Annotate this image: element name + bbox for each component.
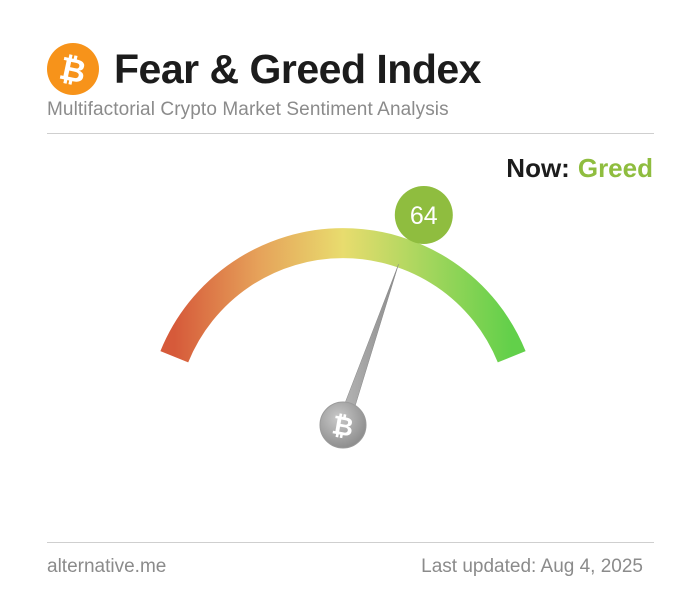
divider	[47, 133, 654, 134]
gauge-arc	[160, 228, 526, 363]
value-badge: 64	[394, 186, 453, 244]
now-label: Now:	[506, 153, 570, 183]
source-link[interactable]: alternative.me	[47, 556, 167, 577]
index-value: 64	[410, 202, 438, 230]
current-status: Now: Greed	[506, 153, 653, 184]
classification-label: Greed	[577, 153, 653, 183]
page-subtitle: Multifactorial Crypto Market Sentiment A…	[47, 99, 449, 120]
divider	[47, 542, 654, 543]
last-updated: Last updated: Aug 4, 2025	[421, 556, 643, 577]
bitcoin-icon: ₿	[47, 43, 99, 95]
gauge-hub: ₿	[319, 401, 367, 449]
bitcoin-icon: ₿	[330, 410, 356, 443]
header: ₿ Fear & Greed Index	[46, 38, 666, 98]
page-title: Fear & Greed Index	[114, 46, 481, 92]
